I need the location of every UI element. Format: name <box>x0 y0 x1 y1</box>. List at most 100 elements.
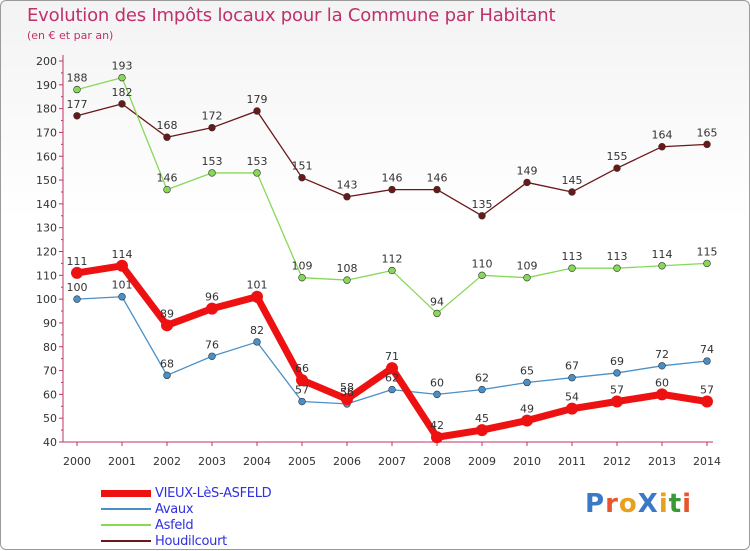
data-label-avaux: 68 <box>160 357 174 370</box>
data-point-houdilcourt <box>388 185 396 194</box>
legend-swatch <box>101 489 151 497</box>
data-point-asfeld <box>658 262 666 270</box>
data-point-avaux <box>613 369 621 377</box>
data-point-asfeld <box>568 264 576 272</box>
data-label-avaux: 76 <box>205 338 219 351</box>
data-label-asfeld: 153 <box>247 155 268 168</box>
data-point-avaux <box>568 374 576 382</box>
data-label-houdilcourt: 164 <box>652 129 673 142</box>
legend-item: Avaux <box>101 501 271 517</box>
data-label-houdilcourt: 155 <box>607 150 628 163</box>
data-label-houdilcourt: 151 <box>292 160 313 173</box>
data-point-houdilcourt <box>613 164 621 172</box>
data-label-houdilcourt: 146 <box>382 172 403 185</box>
data-label-vieux-l-s-asfeld: 54 <box>565 391 579 404</box>
data-point-avaux <box>253 338 261 346</box>
series-line-asfeld <box>76 77 708 315</box>
data-label-avaux: 101 <box>112 279 133 292</box>
proxiti-logo: ProXiti <box>585 489 693 519</box>
y-tick-label: 80 <box>43 341 57 354</box>
y-tick-label: 170 <box>36 126 57 139</box>
data-label-asfeld: 108 <box>337 262 358 275</box>
data-label-asfeld: 112 <box>382 253 403 266</box>
data-point-vieux-l-s-asfeld <box>251 290 263 303</box>
y-tick-label: 200 <box>36 55 57 68</box>
x-tick-label: 2011 <box>558 455 586 468</box>
x-tick-label: 2012 <box>603 455 631 468</box>
x-tick-label: 2002 <box>153 455 181 468</box>
data-point-asfeld <box>388 266 396 275</box>
data-label-vieux-l-s-asfeld: 58 <box>340 381 354 394</box>
data-label-avaux: 65 <box>520 364 534 377</box>
data-label-houdilcourt: 135 <box>472 198 493 211</box>
x-tick-label: 2014 <box>693 455 721 468</box>
y-tick-label: 150 <box>36 174 57 187</box>
data-point-houdilcourt <box>73 112 81 120</box>
data-label-vieux-l-s-asfeld: 111 <box>67 255 88 268</box>
data-label-vieux-l-s-asfeld: 101 <box>247 279 268 292</box>
data-label-avaux: 62 <box>475 372 489 385</box>
legend-label: Avaux <box>155 501 194 517</box>
data-label-avaux: 67 <box>565 360 579 373</box>
data-point-avaux <box>388 385 396 394</box>
data-point-avaux <box>118 293 126 301</box>
data-point-asfeld <box>163 185 171 194</box>
x-tick-label: 2000 <box>63 455 91 468</box>
data-point-houdilcourt <box>523 178 531 187</box>
data-point-vieux-l-s-asfeld <box>296 374 308 387</box>
data-label-asfeld: 94 <box>430 295 444 308</box>
data-point-avaux <box>208 352 216 360</box>
x-tick-label: 2005 <box>288 455 316 468</box>
data-point-avaux <box>658 362 666 370</box>
x-tick-label: 2003 <box>198 455 226 468</box>
y-tick-label: 110 <box>36 269 57 282</box>
data-label-avaux: 60 <box>430 376 444 389</box>
data-label-asfeld: 153 <box>202 155 223 168</box>
x-tick-label: 2008 <box>423 455 451 468</box>
data-point-vieux-l-s-asfeld <box>656 388 668 401</box>
data-point-houdilcourt <box>253 107 261 115</box>
data-label-houdilcourt: 149 <box>517 164 538 177</box>
x-tick-label: 2004 <box>243 455 271 468</box>
data-point-avaux <box>433 390 441 399</box>
data-point-vieux-l-s-asfeld <box>206 302 218 315</box>
data-point-avaux <box>523 378 531 387</box>
data-label-houdilcourt: 182 <box>112 86 133 99</box>
y-tick-label: 90 <box>43 317 57 330</box>
data-point-vieux-l-s-asfeld <box>611 395 623 408</box>
x-tick-label: 2006 <box>333 455 361 468</box>
chart-title: Evolution des Impôts locaux pour la Comm… <box>27 5 556 26</box>
data-point-houdilcourt <box>703 140 711 149</box>
y-tick-label: 130 <box>36 222 57 235</box>
data-point-avaux <box>163 371 171 380</box>
x-tick-label: 2007 <box>378 455 406 468</box>
data-point-avaux <box>478 385 486 394</box>
data-point-houdilcourt <box>478 212 486 220</box>
data-point-asfeld <box>118 73 126 82</box>
data-point-vieux-l-s-asfeld <box>701 395 713 408</box>
data-point-vieux-l-s-asfeld <box>476 424 488 437</box>
legend-label: VIEUX-LèS-ASFELD <box>155 485 272 501</box>
data-point-houdilcourt <box>208 123 216 132</box>
data-label-asfeld: 114 <box>652 248 673 261</box>
data-point-houdilcourt <box>433 185 441 194</box>
data-label-houdilcourt: 179 <box>247 93 268 106</box>
data-point-vieux-l-s-asfeld <box>161 319 173 332</box>
y-tick-label: 50 <box>43 412 57 425</box>
data-point-houdilcourt <box>298 173 306 182</box>
data-label-houdilcourt: 177 <box>67 98 88 111</box>
data-label-houdilcourt: 172 <box>202 110 223 123</box>
data-point-asfeld <box>73 85 81 94</box>
y-tick-label: 180 <box>36 103 57 116</box>
data-label-vieux-l-s-asfeld: 66 <box>295 362 309 375</box>
y-tick-label: 60 <box>43 388 57 401</box>
y-tick-label: 40 <box>43 436 57 449</box>
chart-subtitle: (en € et par an) <box>27 29 114 42</box>
y-tick-label: 140 <box>36 198 57 211</box>
data-label-avaux: 62 <box>385 372 399 385</box>
data-label-avaux: 72 <box>655 348 669 361</box>
data-point-vieux-l-s-asfeld <box>386 362 398 375</box>
data-label-avaux: 74 <box>700 343 714 356</box>
